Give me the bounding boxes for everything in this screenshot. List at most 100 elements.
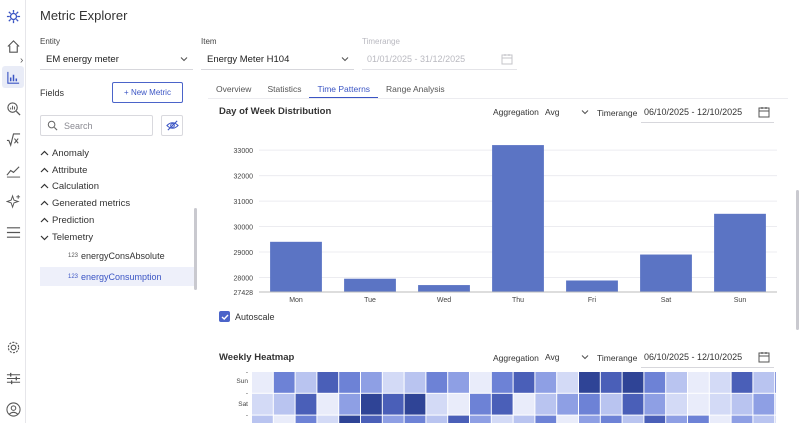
tab-overview[interactable]: Overview	[216, 83, 252, 94]
dow-aggregation-select[interactable]: Avg	[545, 104, 589, 120]
heatmap-cell[interactable]	[579, 372, 600, 393]
field-item-energy-cons-absolute[interactable]: 123 energyConsAbsolute	[40, 246, 194, 265]
heatmap-cell[interactable]	[535, 393, 557, 415]
heatmap-cell[interactable]	[731, 393, 753, 415]
sliders-icon[interactable]	[5, 370, 21, 386]
bar-tue[interactable]	[344, 278, 396, 292]
bar-sun[interactable]	[714, 213, 766, 292]
heatmap-cell[interactable]	[317, 415, 339, 423]
heatmap-cell[interactable]	[470, 372, 491, 393]
heatmap-cell[interactable]	[339, 393, 360, 415]
heatmap-cell[interactable]	[579, 393, 600, 415]
heatmap-cell[interactable]	[622, 415, 644, 423]
heatmap-cell[interactable]	[775, 393, 776, 415]
tree-group-telemetry[interactable]: Telemetry	[40, 230, 93, 244]
heatmap-cell[interactable]	[688, 415, 709, 423]
field-item-energy-consumption[interactable]: 123 energyConsumption	[40, 267, 194, 286]
heatmap-cell[interactable]	[404, 372, 426, 393]
autoscale-toggle[interactable]: Autoscale	[219, 311, 275, 322]
logo-icon[interactable]	[5, 8, 21, 24]
bar-fri[interactable]	[566, 280, 618, 292]
heatmap-cell[interactable]	[252, 415, 273, 423]
heatmap-cell[interactable]	[448, 393, 469, 415]
tree-group-prediction[interactable]: Prediction	[40, 213, 94, 227]
heatmap-cell[interactable]	[644, 415, 666, 423]
heatmap-timerange-input[interactable]: 06/10/2025 - 12/10/2025	[641, 347, 774, 368]
tree-group-attribute[interactable]: Attribute	[40, 163, 87, 177]
heatmap-cell[interactable]	[557, 372, 578, 393]
heatmap-cell[interactable]	[709, 393, 731, 415]
heatmap-cell[interactable]	[666, 393, 687, 415]
heatmap-cell[interactable]	[273, 372, 295, 393]
heatmap-cell[interactable]	[600, 372, 622, 393]
heatmap-cell[interactable]	[644, 393, 666, 415]
heatmap-cell[interactable]	[295, 372, 317, 393]
bar-wed[interactable]	[418, 285, 470, 292]
heatmap-cell[interactable]	[579, 415, 600, 423]
heatmap-cell[interactable]	[688, 393, 709, 415]
heatmap-cell[interactable]	[252, 372, 273, 393]
heatmap-cell[interactable]	[404, 393, 426, 415]
heatmap-cell[interactable]	[252, 393, 273, 415]
heatmap-cell[interactable]	[339, 415, 360, 423]
heatmap-cell[interactable]	[295, 415, 317, 423]
heatmap-cell[interactable]	[470, 415, 491, 423]
heatmap-cell[interactable]	[775, 415, 776, 423]
heatmap-cell[interactable]	[513, 393, 535, 415]
sparkle-icon[interactable]	[5, 193, 21, 209]
heatmap-cell[interactable]	[666, 415, 687, 423]
tab-range-analysis[interactable]: Range Analysis	[386, 83, 445, 94]
user-icon[interactable]	[5, 401, 21, 417]
heatmap-cell[interactable]	[404, 415, 426, 423]
new-metric-button[interactable]: + New Metric	[112, 82, 183, 103]
sqrt-icon[interactable]	[5, 131, 21, 147]
heatmap-cell[interactable]	[448, 415, 469, 423]
tree-group-calculation[interactable]: Calculation	[40, 179, 99, 193]
heatmap-cell[interactable]	[753, 393, 775, 415]
heatmap-cell[interactable]	[426, 372, 448, 393]
fields-scrollbar[interactable]	[194, 208, 197, 290]
heatmap-cell[interactable]	[622, 393, 644, 415]
heatmap-cell[interactable]	[361, 393, 382, 415]
search-chart-icon[interactable]	[5, 100, 21, 116]
heatmap-aggregation-select[interactable]: Avg	[545, 349, 589, 365]
heatmap-cell[interactable]	[426, 393, 448, 415]
heatmap-cell[interactable]	[513, 415, 535, 423]
heatmap-cell[interactable]	[753, 415, 775, 423]
heatmap-cell[interactable]	[731, 415, 753, 423]
heatmap-cell[interactable]	[361, 415, 382, 423]
heatmap-cell[interactable]	[731, 372, 753, 393]
menu-icon[interactable]	[5, 224, 21, 240]
heatmap-cell[interactable]	[470, 393, 491, 415]
heatmap-cell[interactable]	[491, 415, 513, 423]
bar-mon[interactable]	[270, 241, 322, 292]
heatmap-cell[interactable]	[753, 372, 775, 393]
heatmap-cell[interactable]	[361, 372, 382, 393]
entity-select[interactable]: EM energy meter	[40, 49, 193, 70]
heatmap-cell[interactable]	[557, 415, 578, 423]
field-search-input[interactable]: Search	[40, 115, 153, 136]
heatmap-cell[interactable]	[535, 372, 557, 393]
heatmap-cell[interactable]	[317, 372, 339, 393]
heatmap-cell[interactable]	[317, 393, 339, 415]
heatmap-cell[interactable]	[535, 415, 557, 423]
heatmap-cell[interactable]	[295, 393, 317, 415]
tab-statistics[interactable]: Statistics	[267, 83, 302, 94]
heatmap-cell[interactable]	[491, 372, 513, 393]
dow-timerange-input[interactable]: 06/10/2025 - 12/10/2025	[641, 102, 774, 123]
tree-group-generated-metrics[interactable]: Generated metrics	[40, 196, 130, 210]
heatmap-cell[interactable]	[600, 393, 622, 415]
tree-group-anomaly[interactable]: Anomaly	[40, 146, 89, 160]
main-scrollbar[interactable]	[796, 190, 799, 330]
item-select[interactable]: Energy Meter H104	[201, 49, 354, 70]
heatmap-cell[interactable]	[339, 372, 360, 393]
hide-fields-button[interactable]	[161, 115, 183, 136]
heatmap-cell[interactable]	[513, 372, 535, 393]
heatmap-cell[interactable]	[273, 415, 295, 423]
chart-icon[interactable]	[5, 69, 21, 85]
bar-thu[interactable]	[492, 145, 544, 292]
heatmap-cell[interactable]	[688, 372, 709, 393]
heatmap-cell[interactable]	[644, 372, 666, 393]
trend-icon[interactable]	[5, 162, 21, 178]
heatmap-cell[interactable]	[382, 372, 404, 393]
